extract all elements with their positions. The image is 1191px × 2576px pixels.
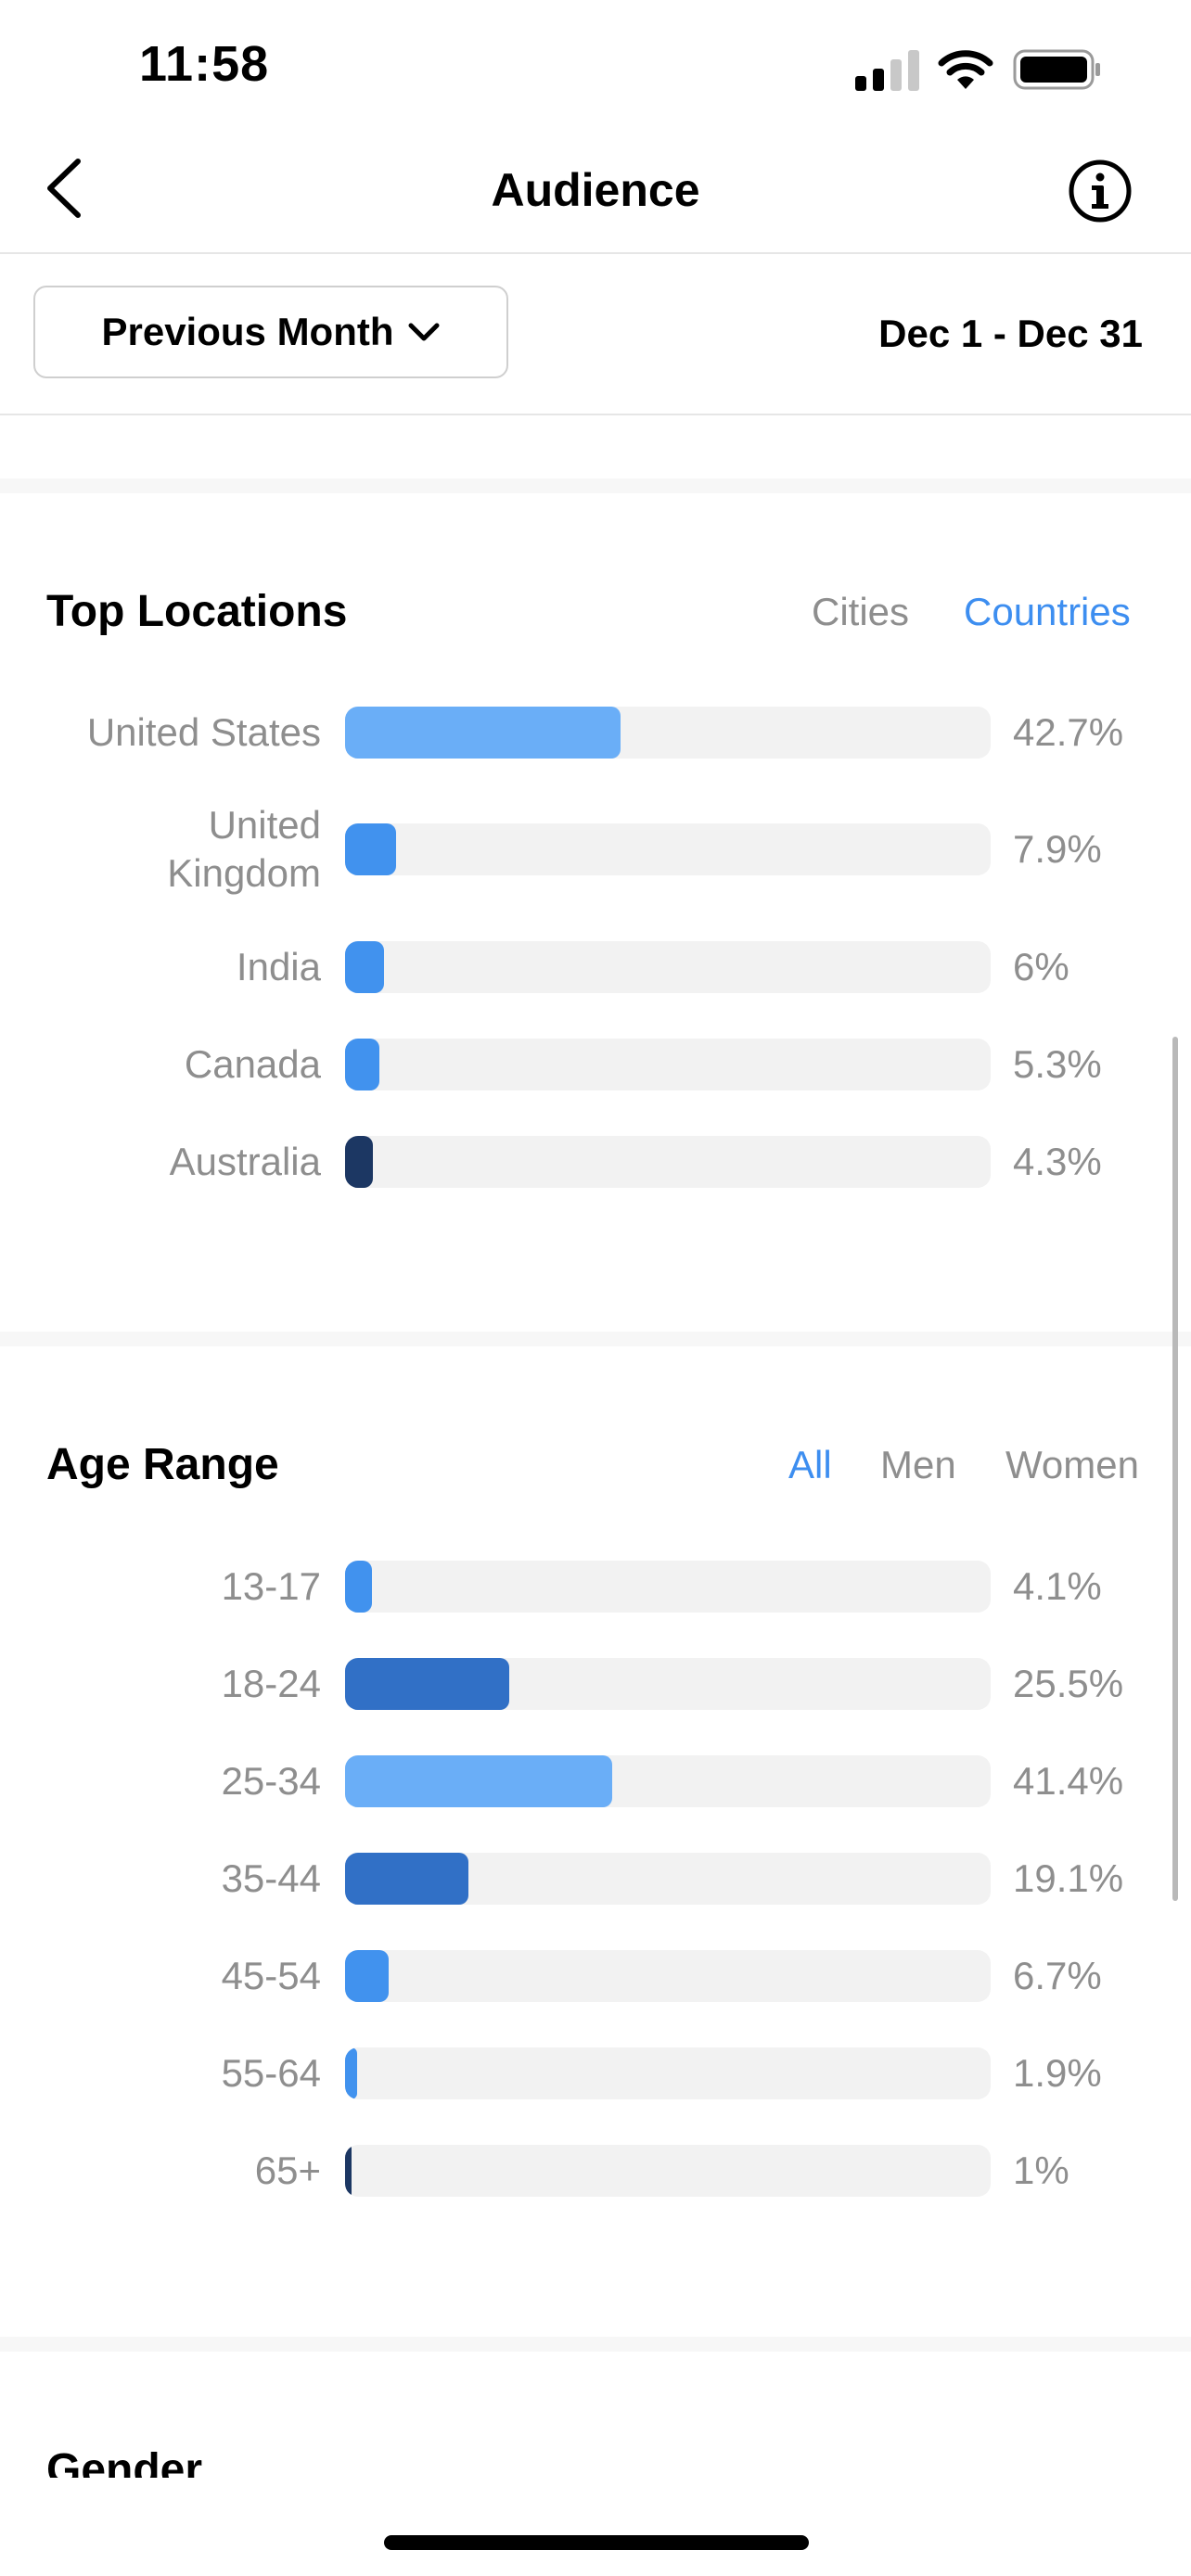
scrollbar[interactable]	[1172, 1037, 1178, 1901]
bar-track	[345, 1853, 991, 1905]
row-label: 18-24	[221, 1662, 321, 1705]
row-label: 45-54	[221, 1954, 321, 1997]
status-time: 11:58	[139, 36, 270, 92]
section-separator	[0, 478, 1191, 493]
row-label: 55-64	[221, 2051, 321, 2095]
chevron-down-icon	[408, 323, 440, 341]
row-label: 35-44	[221, 1856, 321, 1900]
row-value: 4.3%	[1013, 1140, 1102, 1183]
bar-fill	[345, 2145, 352, 2197]
bar-fill	[345, 1755, 613, 1807]
bar-fill	[345, 823, 396, 875]
bar-fill	[345, 1658, 510, 1710]
cellular-signal-icon	[855, 50, 919, 91]
battery-icon	[1013, 49, 1100, 90]
toggle-men[interactable]: Men	[880, 1443, 956, 1486]
row-value: 42.7%	[1013, 710, 1124, 754]
row-label: United Kingdom	[167, 803, 321, 895]
row-label: 25-34	[221, 1759, 321, 1803]
period-dropdown-button[interactable]: Previous Month	[33, 286, 508, 378]
filter-divider	[0, 414, 1191, 415]
bar-track	[345, 2145, 991, 2197]
date-range: Dec 1 - Dec 31	[878, 312, 1143, 355]
home-indicator[interactable]	[384, 2535, 809, 2550]
page-title: Audience	[491, 164, 700, 216]
bar-fill	[345, 2047, 358, 2099]
chevron-left-icon[interactable]	[41, 156, 85, 221]
wifi-icon	[938, 50, 993, 89]
bar-track	[345, 823, 991, 875]
bar-fill	[345, 1853, 468, 1905]
bar-track	[345, 1561, 991, 1613]
section-separator	[0, 2337, 1191, 2352]
row-value: 4.1%	[1013, 1564, 1102, 1608]
bar-fill	[345, 1136, 373, 1188]
row-value: 41.4%	[1013, 1759, 1124, 1803]
row-value: 5.3%	[1013, 1042, 1102, 1086]
bar-fill	[345, 941, 384, 993]
bar-track	[345, 1039, 991, 1090]
row-value: 7.9%	[1013, 827, 1102, 871]
top-locations-title: Top Locations	[46, 587, 348, 636]
toggle-women[interactable]: Women	[1005, 1443, 1139, 1486]
nav-divider	[0, 252, 1191, 254]
bar-track	[345, 1755, 991, 1807]
bar-fill	[345, 1950, 389, 2002]
row-label: India	[236, 945, 321, 988]
row-value: 6.7%	[1013, 1954, 1102, 1997]
bar-fill	[345, 1561, 372, 1613]
row-value: 19.1%	[1013, 1856, 1124, 1900]
bar-track	[345, 707, 991, 759]
row-value: 1%	[1013, 2149, 1069, 2192]
row-label: 13-17	[221, 1564, 321, 1608]
row-value: 1.9%	[1013, 2051, 1102, 2095]
row-label: Canada	[184, 1042, 321, 1086]
toggle-cities[interactable]: Cities	[812, 590, 910, 633]
row-value: 25.5%	[1013, 1662, 1124, 1705]
row-label: United States	[86, 710, 321, 754]
info-icon[interactable]	[1067, 158, 1133, 224]
row-label: 65+	[254, 2149, 321, 2192]
row-label: Australia	[169, 1140, 321, 1183]
age-range-title: Age Range	[46, 1440, 279, 1489]
toggle-all[interactable]: All	[788, 1443, 832, 1486]
bottom-safe-area	[0, 2478, 1191, 2576]
toggle-countries[interactable]: Countries	[964, 590, 1131, 633]
bar-track	[345, 1136, 991, 1188]
row-value: 6%	[1013, 945, 1069, 988]
section-separator	[0, 1332, 1191, 1346]
bar-track	[345, 2047, 991, 2099]
bar-track	[345, 1950, 991, 2002]
bar-fill	[345, 707, 621, 759]
bar-fill	[345, 1039, 379, 1090]
bar-track	[345, 1658, 991, 1710]
period-label: Previous Month	[101, 310, 394, 353]
bar-track	[345, 941, 991, 993]
